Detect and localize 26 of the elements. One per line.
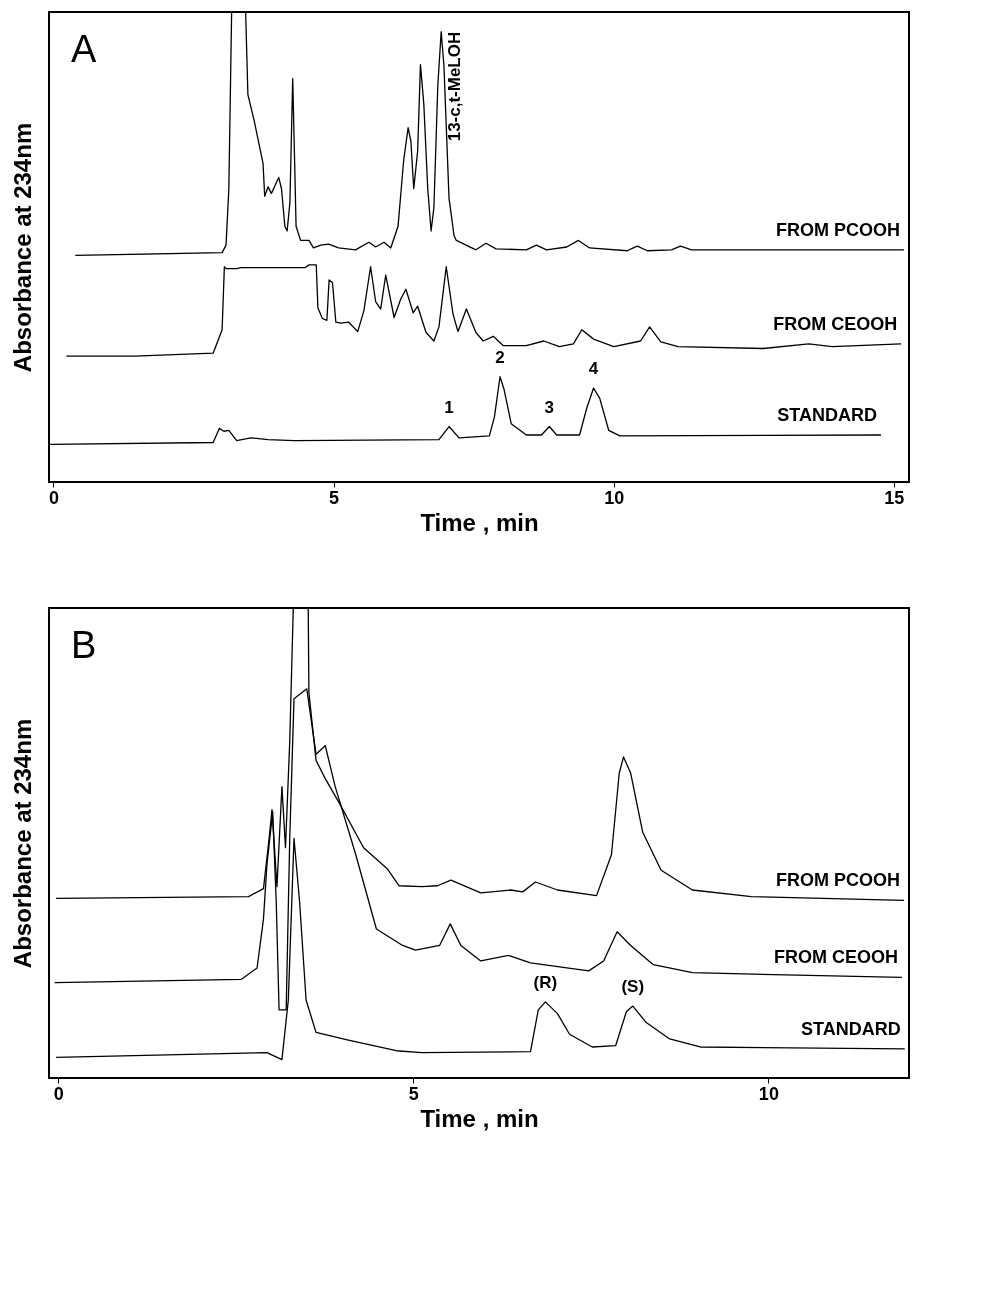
annotation: A: [71, 28, 97, 70]
x-tick-label: 15: [884, 487, 905, 508]
annotation: 3: [544, 397, 555, 417]
series-label: FROM CEOOH: [773, 313, 898, 334]
annotation: (S): [621, 977, 645, 997]
x-tick-label: 0: [48, 487, 59, 508]
annotation: (R): [533, 972, 558, 992]
x-tick-label: 5: [329, 487, 340, 508]
x-axis-title: Time , min: [420, 1104, 539, 1132]
y-axis-title: Absorbance at 234nm: [8, 122, 36, 373]
x-tick-label: 5: [408, 1083, 419, 1104]
x-tick-label: 0: [53, 1083, 64, 1104]
series-label: STANDARD: [801, 1018, 901, 1039]
series-label: FROM CEOOH: [773, 947, 898, 968]
annotation: 1: [444, 397, 454, 417]
annotation: 13-c,t-MeLOH: [445, 31, 465, 142]
annotation: 4: [588, 359, 599, 378]
series-label: STANDARD: [777, 405, 877, 425]
x-tick-label: 10: [604, 487, 625, 508]
annotation: 2: [495, 347, 505, 367]
x-axis-title: Time , min: [420, 508, 539, 536]
y-axis-title: Absorbance at 234nm: [8, 718, 36, 969]
series-label: FROM PCOOH: [775, 219, 900, 240]
annotation: B: [71, 624, 97, 666]
series-label: FROM PCOOH: [776, 870, 901, 891]
x-tick-label: 10: [758, 1083, 779, 1104]
